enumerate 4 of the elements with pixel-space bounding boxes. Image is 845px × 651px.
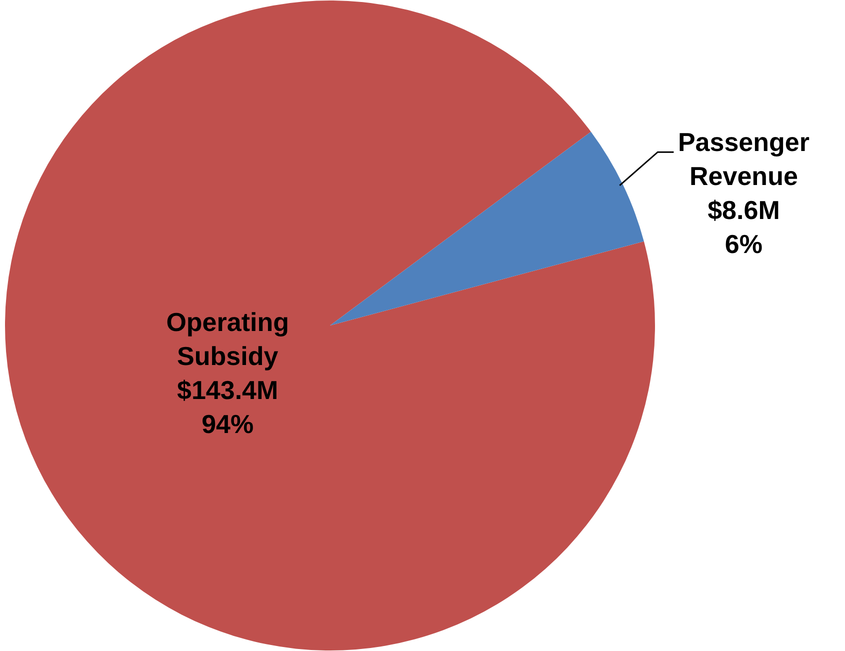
data-label: 94% — [202, 409, 254, 440]
slice-label: Operating Subsidy $143.4M — [166, 307, 289, 406]
slice-label: Passenger Revenue $8.6M — [678, 127, 810, 226]
data-label: 6% — [724, 229, 763, 260]
